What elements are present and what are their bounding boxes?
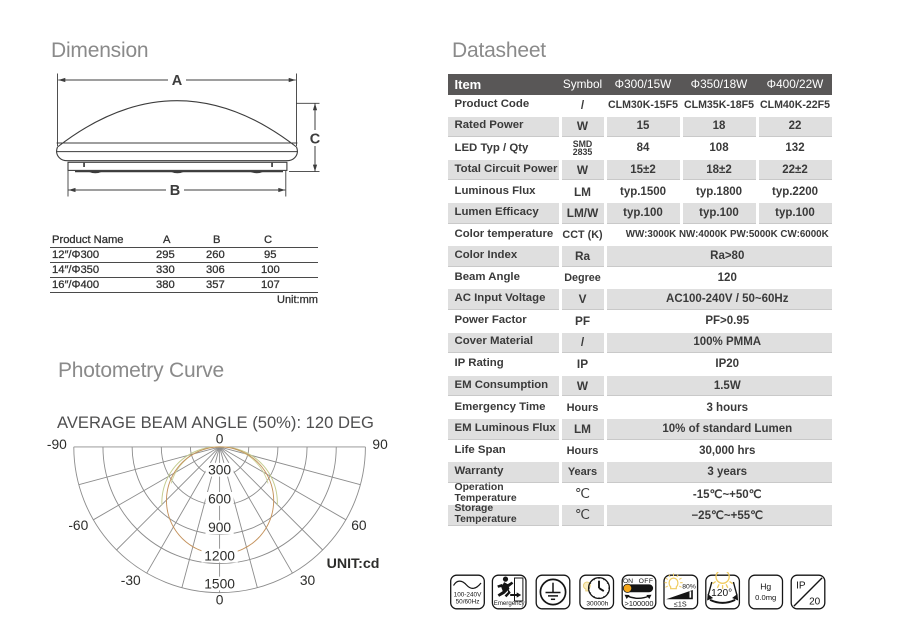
svg-text:-60: -60 [68,518,88,533]
svg-text:1200: 1200 [204,548,235,563]
svg-text:OFF: OFF [639,578,654,585]
svg-text:90: 90 [372,437,388,452]
svg-text:300: 300 [208,463,231,478]
svg-text:ON: ON [623,578,633,585]
svg-text:A: A [172,73,183,89]
svg-text:0.0mg: 0.0mg [755,593,776,602]
svg-text:IP: IP [796,581,806,592]
svg-text:50/60Hz: 50/60Hz [456,599,480,606]
svg-text:30000h: 30000h [586,600,608,607]
svg-text:80%: 80% [682,583,696,590]
svg-text:≤1S: ≤1S [674,600,687,609]
svg-text:60: 60 [351,518,367,533]
svg-text:30: 30 [300,573,316,588]
svg-text:B: B [170,183,180,199]
svg-text:>100000: >100000 [625,599,654,608]
svg-text:900: 900 [208,520,231,535]
svg-text:1500: 1500 [204,576,235,591]
svg-text:100-240V: 100-240V [454,591,482,598]
svg-text:0: 0 [216,432,224,447]
svg-text:C: C [310,132,321,148]
svg-text:-90: -90 [47,437,67,452]
svg-text:20: 20 [809,596,821,607]
svg-text:Hg: Hg [760,582,771,592]
svg-text:120°: 120° [711,588,732,599]
svg-text:Emergency: Emergency [494,600,526,607]
svg-text:-30: -30 [121,573,141,588]
svg-text:600: 600 [208,492,231,507]
svg-text:UNIT:cd: UNIT:cd [327,556,380,572]
svg-text:0: 0 [216,593,224,608]
